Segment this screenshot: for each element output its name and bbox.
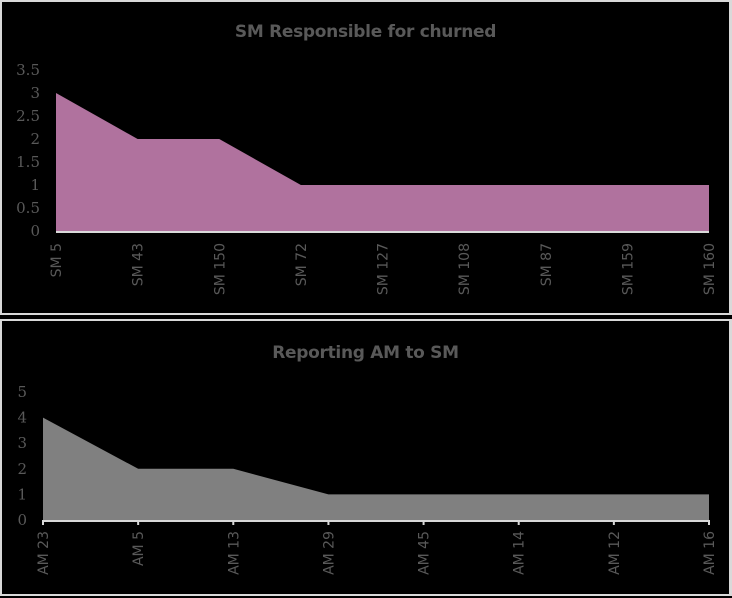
y-tick-label: 0 — [30, 222, 40, 240]
y-tick-label: 2.5 — [16, 107, 40, 125]
chart-title: SM Responsible for churned — [234, 22, 497, 42]
x-tick-label: SM 5 — [49, 243, 65, 277]
y-tick-label: 4 — [17, 409, 27, 427]
area-chart-plot: 0 0.5 1 1.5 2 2.5 3 3.5 SM 5 SM 43 SM 150 SM 72 SM 1… — [16, 61, 718, 295]
x-tick-label: SM 160 — [702, 243, 718, 295]
y-tick-label: 3 — [17, 434, 27, 452]
x-tick-label: AM 14 — [512, 531, 528, 575]
x-tick-label: SM 108 — [457, 243, 473, 295]
x-tick-label: AM 23 — [36, 531, 52, 575]
area-chart-plot: 0 1 2 3 4 5 AM 23 AM 5 AM 13 AM 29 AM 45 AM 14 AM 12… — [17, 383, 718, 575]
x-tick-label: AM 12 — [607, 531, 623, 575]
x-tick-label: AM 13 — [226, 531, 242, 575]
chart-sm-responsible: SM Responsible for churned 0 0.5 1 1.5 2 2.5 3… — [0, 0, 732, 315]
chart-reporting-am: Reporting AM to SM 0 1 2 3 4 5 AM 23 AM 5 AM 13 A… — [0, 319, 732, 596]
y-tick-label: 5 — [17, 383, 27, 401]
y-tick-label: 0.5 — [16, 199, 40, 217]
x-tick-label: AM 5 — [131, 531, 147, 566]
x-tick-label: SM 43 — [131, 243, 147, 286]
y-tick-label: 1 — [30, 176, 40, 194]
x-tick-label: AM 45 — [417, 531, 433, 575]
x-tick-label: SM 72 — [294, 243, 310, 286]
y-tick-label: 1.5 — [16, 153, 40, 171]
area-series — [43, 417, 709, 520]
y-tick-label: 1 — [17, 485, 27, 503]
x-tick-label: AM 29 — [321, 531, 337, 575]
y-tick-label: 3.5 — [16, 61, 40, 79]
y-tick-label: 3 — [30, 84, 40, 102]
x-tick-label: SM 127 — [376, 243, 392, 295]
x-tick-label: SM 150 — [212, 243, 228, 295]
y-tick-label: 2 — [30, 130, 40, 148]
x-tick-label: SM 159 — [620, 243, 636, 295]
y-tick-label: 0 — [17, 511, 27, 529]
chart-title: Reporting AM to SM — [272, 343, 459, 363]
x-tick-label: SM 87 — [539, 243, 555, 286]
x-tick-label: AM 16 — [702, 531, 718, 575]
y-tick-label: 2 — [17, 460, 27, 478]
area-series — [56, 93, 709, 231]
